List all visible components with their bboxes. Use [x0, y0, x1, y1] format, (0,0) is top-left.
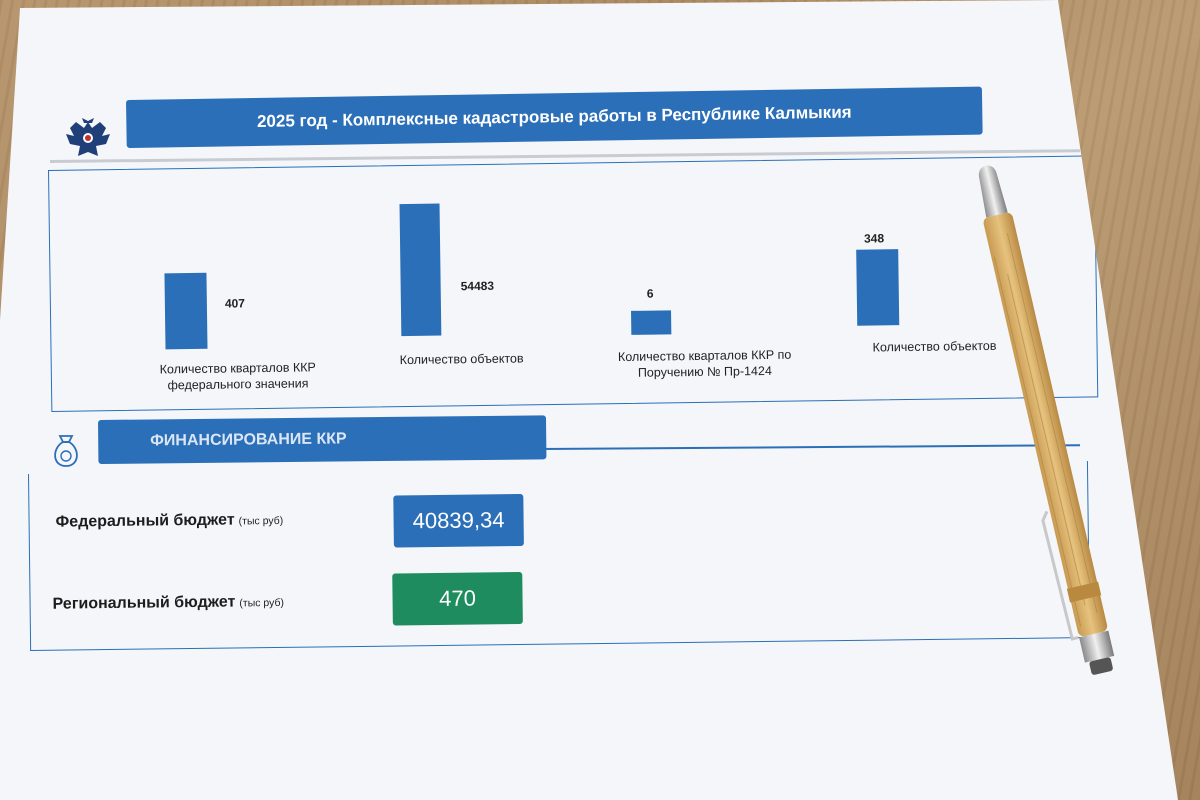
chart-label-4: Количество объектов	[872, 338, 997, 355]
financing-title-banner: ФИНАНСИРОВАНИЕ ККР	[98, 415, 547, 464]
financing-panel: Федеральный бюджет (тыс руб) 40839,34 Рег…	[28, 461, 1091, 651]
chart-value-4: 348	[863, 231, 885, 246]
financing-divider	[540, 444, 1081, 450]
chart-bar-4	[856, 249, 900, 326]
money-bag-icon	[54, 435, 78, 467]
regional-budget-label: Региональный бюджет (тыс руб)	[52, 593, 285, 613]
double-headed-eagle-icon	[66, 118, 110, 156]
chart-bar-2	[399, 203, 442, 337]
financing-title: ФИНАНСИРОВАНИЕ ККР	[150, 430, 347, 450]
chart-label-1: Количество кварталов ККР федерального зн…	[159, 360, 316, 393]
federal-budget-unit: (тыс руб)	[238, 514, 284, 528]
chart-bar-1	[164, 272, 208, 350]
page-title: 2025 год - Комплексные кадастровые работ…	[256, 102, 852, 131]
chart-value-3: 6	[646, 286, 654, 301]
federal-budget-label: Федеральный бюджет (тыс руб)	[55, 511, 284, 531]
chart-value-1: 407	[224, 296, 246, 311]
regional-budget-value: 470	[392, 571, 523, 626]
regional-budget-unit: (тыс руб)	[239, 596, 285, 610]
chart-label-3: Количество кварталов ККР по Поручению № …	[617, 347, 792, 380]
page-title-banner: 2025 год - Комплексные кадастровые работ…	[126, 86, 983, 148]
chart-label-2: Количество объектов	[399, 351, 524, 368]
chart-value-2: 54483	[460, 278, 495, 294]
federal-budget-value: 40839,34	[393, 493, 524, 548]
chart-bar-3	[631, 310, 672, 335]
stats-panel: 407 Количество кварталов ККР федеральног…	[48, 155, 1099, 412]
